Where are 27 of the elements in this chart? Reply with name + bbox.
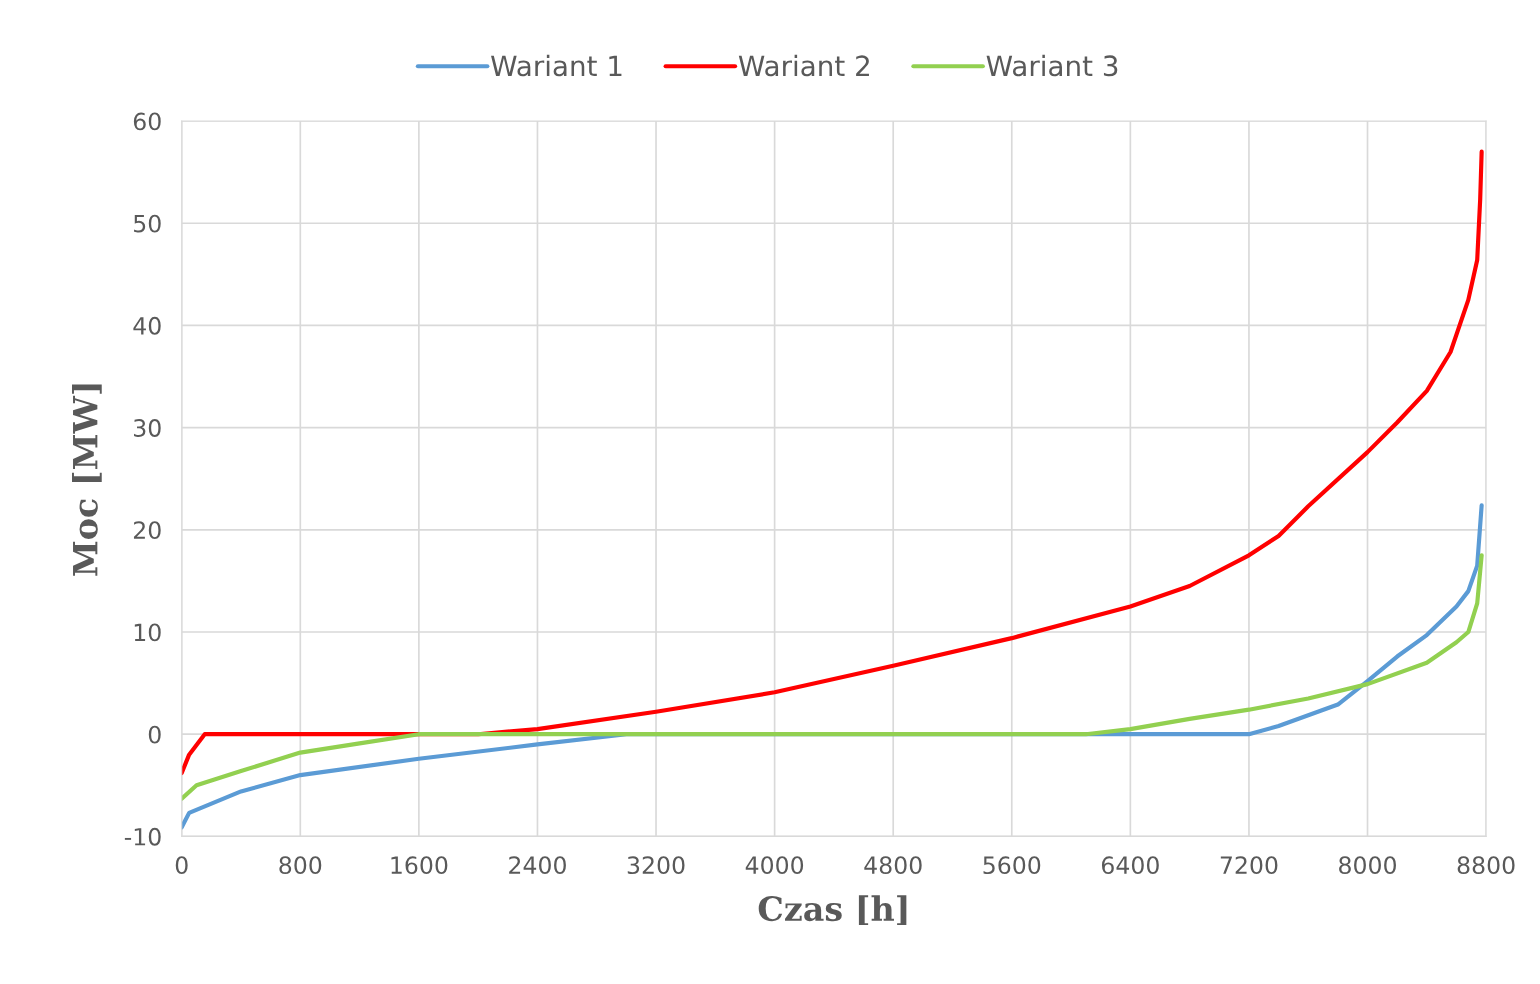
x-tick-label: 4800 (864, 856, 922, 875)
x-axis-title: Czas [h] (758, 895, 907, 926)
y-tick-label: 60 (133, 112, 161, 131)
y-tick-label: 30 (134, 419, 161, 437)
x-tick-label: 5600 (983, 856, 1041, 875)
line-series (181, 149, 1484, 776)
x-tick-label: 2400 (509, 856, 566, 875)
legend-label: Wariant 2 (738, 54, 869, 77)
x-tick-label: 7200 (1220, 856, 1278, 875)
x-tick-label: 6400 (1101, 856, 1159, 875)
y-tick-label: 50 (134, 214, 161, 233)
x-tick-label: 8000 (1339, 856, 1396, 875)
x-tick-label: 8800 (1457, 856, 1515, 875)
y-tick-label: 0 (148, 725, 161, 744)
x-tick-label: 0 (175, 856, 188, 875)
legend-label: Wariant 1 (491, 54, 622, 77)
x-tick-label: 800 (279, 856, 322, 875)
y-tick-label: 10 (134, 623, 161, 642)
y-axis-title: Moc [MW] (72, 384, 102, 576)
line-series (181, 553, 1484, 801)
y-tick-label: 40 (133, 316, 161, 335)
x-tick-label: 4000 (745, 856, 804, 875)
y-tick-label: 20 (133, 521, 161, 540)
x-tick-label: 1600 (391, 856, 448, 875)
y-tick-label: -10 (124, 827, 161, 846)
legend-label: Wariant 3 (986, 54, 1118, 77)
x-tick-label: 3200 (627, 856, 685, 875)
